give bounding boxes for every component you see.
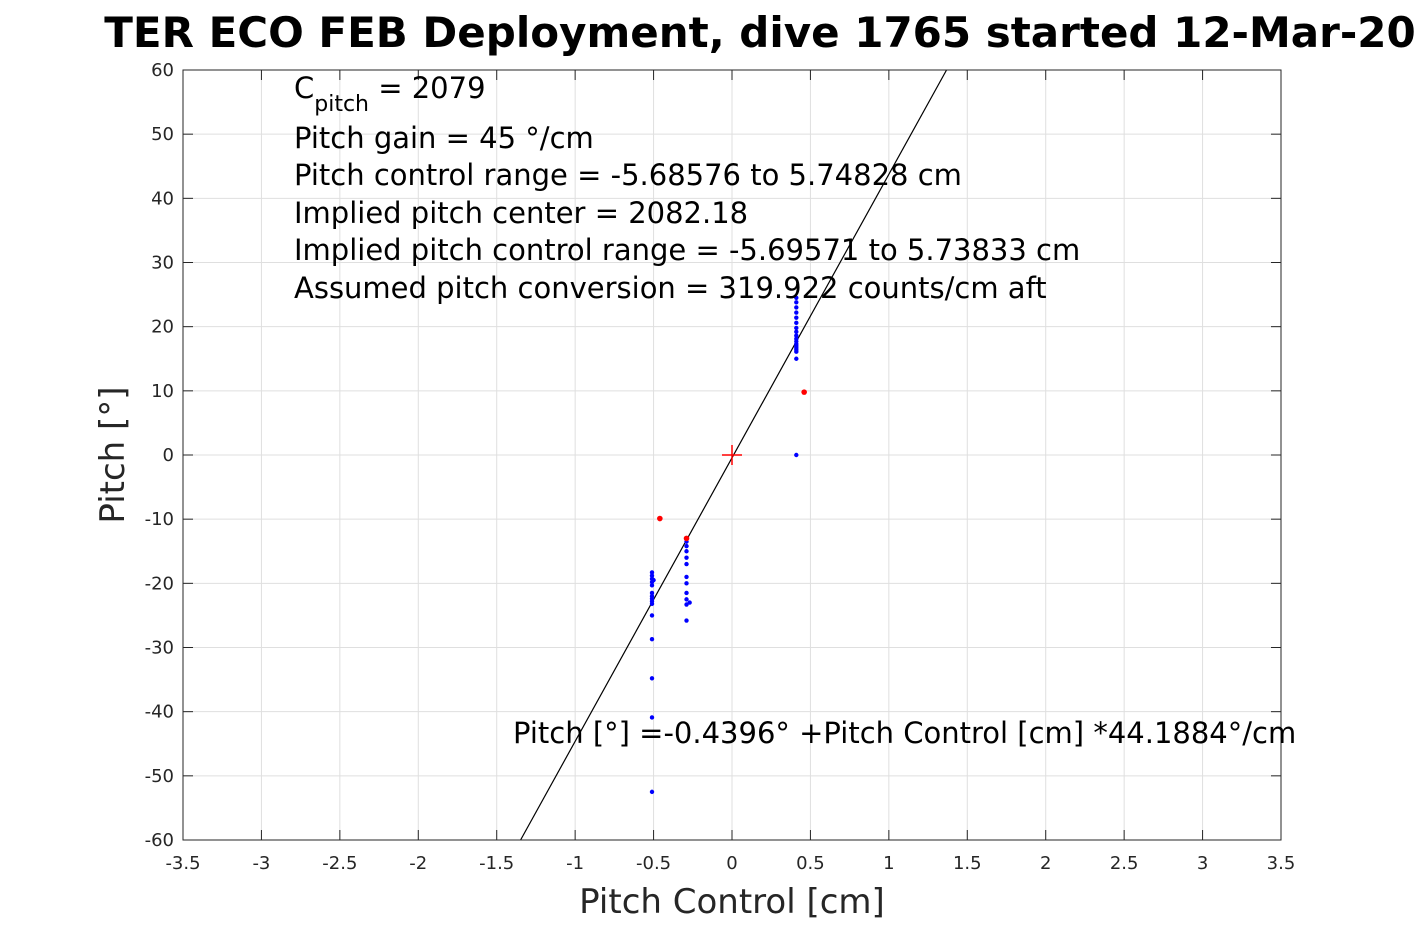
red-data-point [657,515,663,522]
c-pitch-symbol: C [294,71,314,105]
x-tick-label: 3.5 [1267,853,1296,874]
blue-data-point [794,305,799,310]
y-tick-label: 0 [163,445,174,466]
x-tick-label: -2 [409,853,427,874]
blue-data-point [794,349,799,354]
x-tick-label: 3 [1197,853,1208,874]
x-tick-label: 0.5 [796,853,825,874]
y-tick-label: -50 [145,766,174,787]
blue-data-point [684,555,689,560]
y-tick-label: -40 [145,702,174,723]
y-tick-label: 30 [151,253,174,274]
blue-data-point [687,600,692,605]
x-tick-label: 2.5 [1110,853,1139,874]
blue-data-point [684,618,689,623]
blue-data-point [794,329,799,334]
x-tick-label: -1.5 [479,853,514,874]
blue-data-point [649,636,655,642]
blue-data-point [794,452,799,458]
blue-data-point [684,581,689,586]
x-tick-label: -0.5 [636,853,671,874]
y-tick-label: 10 [151,381,174,402]
blue-data-point [684,590,689,596]
implied-center-annotation: Implied pitch center = 2082.18 [294,196,748,230]
c-pitch-value: = 2079 [369,71,486,105]
red-data-point [683,535,690,542]
blue-data-point [649,590,655,596]
blue-data-point [794,295,799,300]
blue-data-point [649,715,655,720]
x-tick-label: -3 [252,853,270,874]
grid-lines [182,69,1282,841]
stats-annotations: Cpitch = 2079 Pitch gain = 45 °/cm Pitch… [294,71,1296,750]
axis-ticks: -3.5 -3 -2.5 -2 -1.5 -1 -0.5 0 0.5 1 1.5 2 2.5 3 3.5 -6… [145,60,1296,874]
y-tick-label: -60 [145,830,174,851]
blue-data-point [684,549,689,554]
x-tick-label: 0 [726,853,737,874]
fit-equation-annotation: Pitch [°] =-0.4396° +Pitch Control [cm] … [513,716,1296,750]
center-marker-group [722,445,742,465]
blue-data-point [684,574,689,580]
blue-data-point [794,356,799,361]
implied-range-annotation: Implied pitch control range = -5.69571 t… [294,233,1080,267]
blue-data-point [651,577,656,583]
y-axis-label: Pitch [°] [93,386,133,523]
blue-data-point [649,789,655,795]
x-tick-label: 1.5 [953,853,982,874]
chart-title: TER ECO FEB Deployment, dive 1765 starte… [104,8,1415,57]
blue-data-point [649,583,655,588]
c-pitch-annotation: Cpitch = 2079 [294,71,486,117]
x-axis-label: Pitch Control [cm] [579,882,885,922]
blue-data-point [794,320,799,326]
pitch-gain-annotation: Pitch gain = 45 °/cm [294,121,594,155]
y-tick-label: -30 [145,638,174,659]
blue-data-point [649,601,655,607]
conversion-annotation: Assumed pitch conversion = 319.922 count… [294,271,1047,305]
y-tick-label: 60 [151,60,174,81]
x-tick-label: -1 [566,853,584,874]
blue-data-point [794,310,799,315]
x-tick-label: 2 [1040,853,1051,874]
blue-data-point [794,300,799,305]
y-tick-label: 50 [151,124,174,145]
blue-data-point [649,570,655,575]
y-tick-label: -20 [145,573,174,594]
y-tick-label: 40 [151,188,174,209]
blue-data-point [794,333,799,338]
blue-data-point [649,573,655,578]
blue-data-point [794,315,799,320]
data-points [649,295,807,795]
control-range-annotation: Pitch control range = -5.68576 to 5.7482… [294,158,962,192]
x-tick-label: 1 [883,853,894,874]
c-pitch-subscript: pitch [314,92,369,117]
blue-data-point [649,676,655,681]
y-tick-label: 20 [151,317,174,338]
blue-data-point [684,543,689,549]
y-tick-label: -10 [145,509,174,530]
blue-data-point [684,597,689,602]
blue-data-point [794,325,799,331]
blue-data-point [684,561,689,567]
x-tick-label: -3.5 [165,853,200,874]
x-tick-label: -2.5 [322,853,357,874]
blue-data-point [649,613,655,618]
red-data-point [801,389,807,395]
